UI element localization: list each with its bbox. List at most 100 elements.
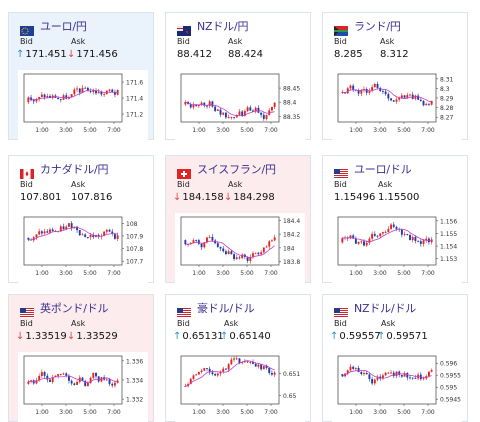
x-tick-label: 5:00 bbox=[83, 270, 97, 277]
mini-chart[interactable]: 0.596 0.5955 0.595 0.5945 1:00 3:00 5:00 7:00 bbox=[332, 352, 462, 422]
mini-chart[interactable]: 1.156 1.155 1.154 1.153 1:00 3:00 5:00 7:00 bbox=[332, 213, 462, 283]
candle bbox=[73, 383, 76, 385]
candle bbox=[425, 238, 428, 241]
candle bbox=[70, 94, 73, 98]
moving-average-line bbox=[185, 240, 275, 259]
x-tick-label: 5:00 bbox=[397, 127, 411, 134]
pair-name[interactable]: NZドル/円 bbox=[197, 20, 249, 33]
candle bbox=[341, 238, 344, 243]
x-tick-label: 3:00 bbox=[59, 270, 73, 277]
pair-name[interactable]: NZドル/ドル bbox=[354, 302, 417, 315]
candle bbox=[38, 96, 41, 100]
y-tick-label: 1.153 bbox=[440, 256, 457, 263]
mini-chart[interactable]: 184.4 184.2 184 183.8 1:00 3:00 5:00 7:00 bbox=[175, 213, 305, 283]
candle bbox=[422, 240, 425, 244]
candle bbox=[95, 90, 97, 94]
ask-value: ↓ 184.298 bbox=[224, 192, 275, 203]
candle bbox=[81, 234, 84, 236]
pair-name[interactable]: 英ポンド/ドル bbox=[40, 302, 109, 315]
pair-name[interactable]: スイスフラン/円 bbox=[197, 163, 276, 176]
candle bbox=[257, 107, 260, 113]
candle bbox=[354, 368, 357, 369]
candle bbox=[260, 112, 263, 115]
flag-icon bbox=[20, 21, 34, 36]
rate-card-chfjpy[interactable]: スイスフラン/円 Bid Ask ↓ 184.158 ↓ 184.298 184.4… bbox=[165, 155, 311, 283]
ask-label: Ask bbox=[71, 37, 86, 46]
rate-card-eurusd[interactable]: ユーロ/ドル Bid Ask 1.15496 1.15500 1.156 1.15… bbox=[322, 155, 468, 283]
pair-name[interactable]: ユーロ/ドル bbox=[354, 163, 412, 176]
y-tick-label: 8.3 bbox=[440, 86, 450, 93]
y-tick-label: 184.4 bbox=[283, 218, 300, 225]
pair-name[interactable]: ランド/円 bbox=[354, 20, 401, 33]
x-tick-label: 3:00 bbox=[373, 270, 387, 277]
pair-name[interactable]: 豪ドル/ドル bbox=[197, 302, 255, 315]
candle bbox=[262, 114, 265, 119]
candle bbox=[392, 372, 395, 377]
x-tick-label: 7:00 bbox=[421, 409, 435, 416]
candle bbox=[222, 248, 225, 252]
candle bbox=[113, 382, 116, 386]
y-tick-label: 8.31 bbox=[440, 76, 454, 83]
candle bbox=[365, 89, 368, 93]
rate-card-gbpusd[interactable]: 英ポンド/ドル Bid Ask ↓ 1.33519 ↓ 1.33529 1.336 1… bbox=[8, 294, 154, 422]
candle bbox=[200, 370, 203, 372]
candle bbox=[349, 235, 352, 239]
candle bbox=[111, 383, 114, 386]
candle bbox=[430, 239, 433, 243]
candle bbox=[206, 368, 208, 369]
ask-value: ↑ 0.59571 bbox=[377, 331, 428, 342]
candle bbox=[208, 101, 211, 106]
pair-name[interactable]: カナダドル/円 bbox=[40, 163, 109, 176]
x-tick-label: 1:00 bbox=[349, 127, 363, 134]
mini-chart[interactable]: 171.6 171.4 171.2 1:00 3:00 5:00 7:00 bbox=[18, 70, 148, 140]
candle bbox=[419, 241, 422, 244]
x-tick-label: 5:00 bbox=[240, 409, 254, 416]
candle bbox=[249, 107, 252, 111]
candle bbox=[411, 377, 414, 379]
candle bbox=[403, 234, 406, 235]
rate-card-zarjpy[interactable]: ランド/円 Bid Ask 8.285 8.312 8.31 8.3 8.29 8.2… bbox=[322, 12, 468, 140]
candle bbox=[59, 99, 62, 100]
candle bbox=[270, 240, 273, 242]
mini-chart[interactable]: 1.336 1.334 1.332 1:00 3:00 5:00 7:00 bbox=[18, 352, 148, 422]
candle bbox=[108, 89, 111, 91]
candle bbox=[246, 107, 249, 112]
candle bbox=[241, 111, 244, 116]
bid-label: Bid bbox=[20, 37, 33, 46]
x-tick-label: 1:00 bbox=[192, 127, 206, 134]
y-tick-label: 184 bbox=[283, 245, 295, 252]
up-arrow-icon: ↑ bbox=[330, 331, 339, 342]
candle bbox=[352, 85, 355, 90]
down-arrow-icon: ↓ bbox=[173, 192, 182, 203]
candle bbox=[406, 373, 409, 378]
pair-name[interactable]: ユーロ/円 bbox=[40, 20, 87, 33]
candle bbox=[395, 226, 398, 229]
rate-card-cadjpy[interactable]: カナダドル/円 Bid Ask 107.801 107.816 108 107.9… bbox=[8, 155, 154, 283]
mini-chart[interactable]: 88.45 88.4 88.35 1:00 3:00 5:00 7:00 bbox=[175, 70, 305, 140]
candle bbox=[219, 371, 222, 374]
candle bbox=[103, 94, 106, 95]
x-tick-label: 1:00 bbox=[35, 127, 49, 134]
rate-card-audusd[interactable]: 豪ドル/ドル Bid Ask ↑ 0.65131 ↑ 0.65140 0.651 0.… bbox=[165, 294, 311, 422]
rate-card-nzdusd[interactable]: NZドル/ドル Bid Ask ↑ 0.59557 ↑ 0.59571 0.596 0… bbox=[322, 294, 468, 422]
candle bbox=[51, 229, 54, 232]
ask-value: ↑ 0.65140 bbox=[220, 331, 271, 342]
mini-chart[interactable]: 0.651 0.65 1:00 3:00 5:00 7:00 bbox=[175, 352, 305, 422]
candle bbox=[365, 372, 368, 375]
candle bbox=[38, 375, 41, 381]
candle bbox=[422, 378, 425, 380]
candle bbox=[238, 111, 241, 115]
candle bbox=[32, 100, 35, 102]
candle bbox=[211, 101, 214, 107]
candle bbox=[35, 99, 38, 102]
candle bbox=[89, 91, 92, 92]
rate-card-nzdjpy[interactable]: NZドル/円 Bid Ask 88.412 88.424 88.45 88.4 88… bbox=[165, 12, 311, 140]
candle bbox=[243, 111, 246, 116]
candle bbox=[227, 117, 230, 118]
bid-value: 1.15496 bbox=[334, 192, 376, 203]
mini-chart[interactable]: 8.31 8.3 8.29 8.28 8.27 1:00 3:00 5:00 7:00 bbox=[332, 70, 462, 140]
rate-card-eurjpy[interactable]: ユーロ/円 Bid Ask ↑ 171.451 ↓ 171.456 171.6 171… bbox=[8, 12, 154, 140]
mini-chart[interactable]: 108 107.9 107.8 107.7 1:00 3:00 5:00 7:00 bbox=[18, 213, 148, 283]
candle bbox=[390, 224, 393, 229]
x-tick-label: 5:00 bbox=[240, 270, 254, 277]
